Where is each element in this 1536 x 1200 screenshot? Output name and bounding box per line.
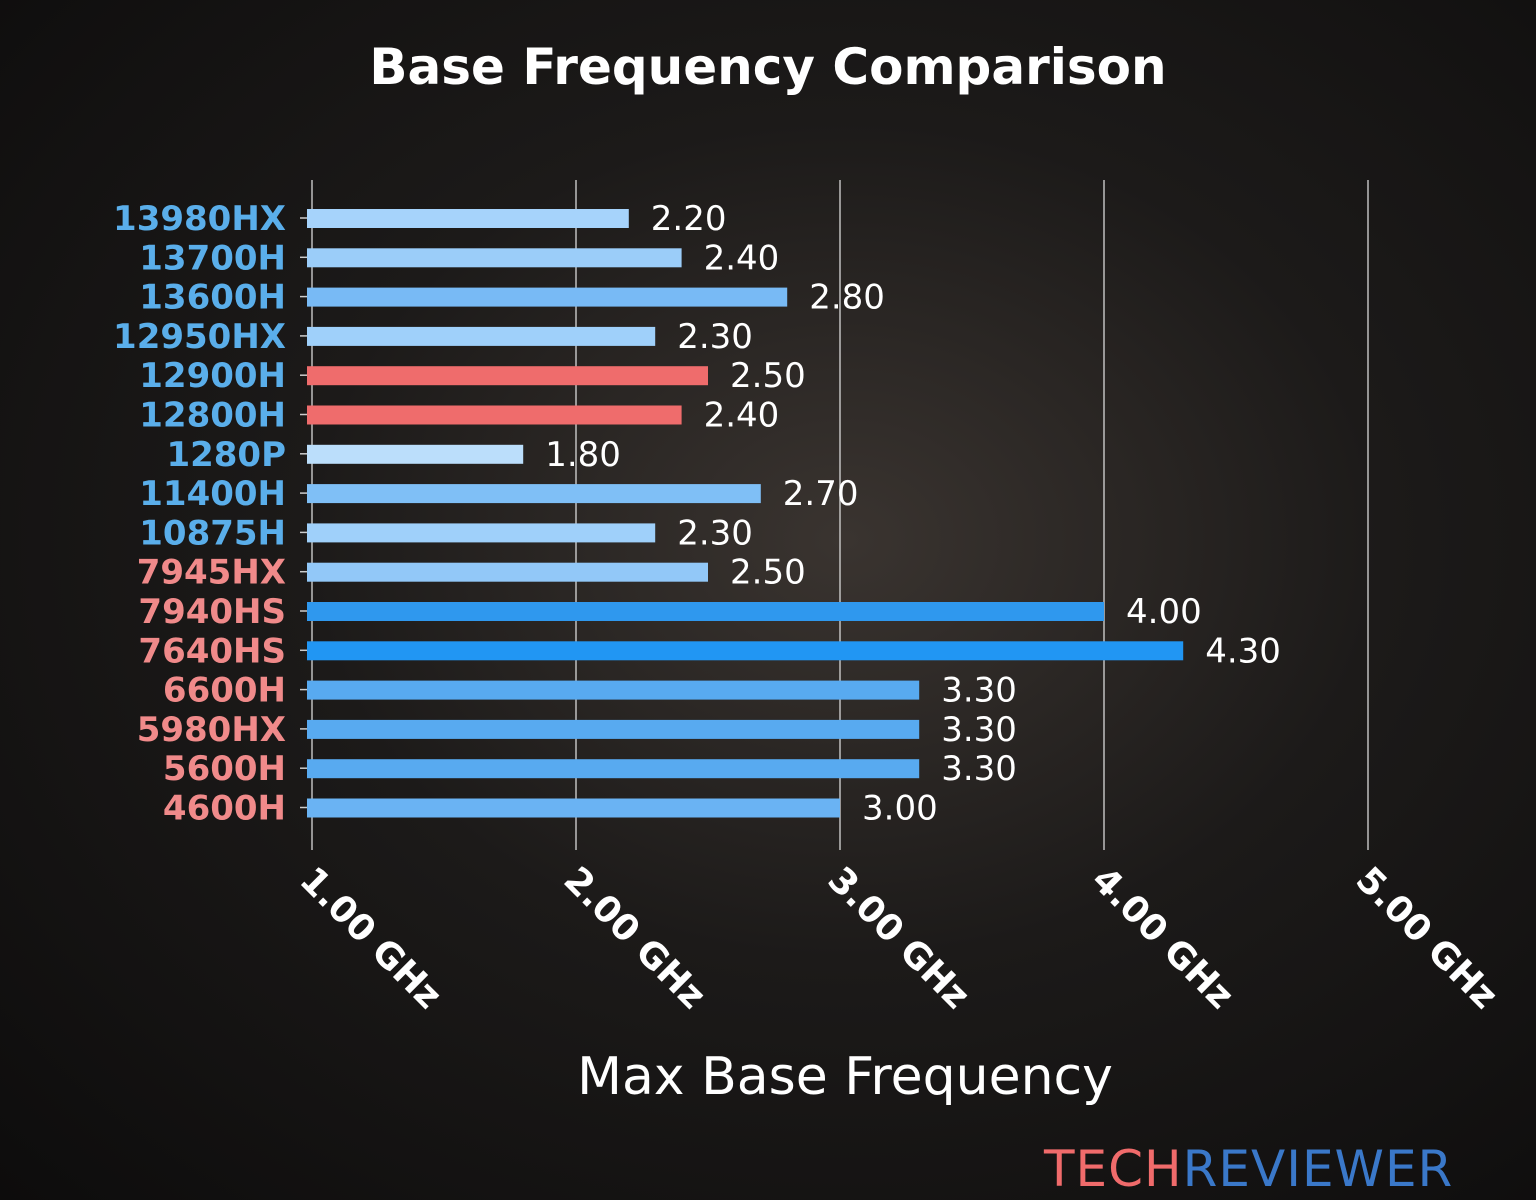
- bar: [307, 209, 629, 228]
- category-label: 12900H: [139, 356, 286, 396]
- chart-title: Base Frequency Comparison: [369, 38, 1166, 96]
- value-label: 1.80: [545, 435, 621, 475]
- value-label: 3.30: [941, 710, 1017, 750]
- bar: [307, 326, 656, 346]
- category-label: 5600H: [163, 749, 286, 789]
- value-label: 3.00: [862, 789, 938, 829]
- bar: [307, 719, 920, 739]
- bar: [307, 641, 1184, 661]
- value-label: 4.00: [1126, 592, 1202, 632]
- bar: [307, 248, 682, 268]
- bar: [307, 602, 1104, 621]
- value-label: 2.70: [783, 474, 859, 514]
- x-tick-label: 1.00 GHz: [292, 859, 450, 1017]
- bar: [307, 484, 761, 504]
- value-label: 2.20: [651, 199, 727, 239]
- category-label: 4600H: [163, 789, 286, 829]
- value-label: 2.40: [704, 238, 780, 278]
- bar: [307, 680, 920, 700]
- value-label: 4.30: [1205, 631, 1281, 671]
- x-axis-label: Max Base Frequency: [577, 1047, 1113, 1107]
- category-label: 6600H: [163, 671, 286, 711]
- x-tick-label: 4.00 GHz: [1084, 859, 1242, 1017]
- value-label: 2.50: [730, 356, 806, 396]
- value-label: 2.30: [677, 513, 753, 553]
- category-label: 7945HX: [137, 553, 286, 593]
- category-label: 13600H: [139, 278, 286, 318]
- x-tick-label: 3.00 GHz: [820, 859, 978, 1017]
- techreviewer-logo: TECHREVIEWER: [1043, 1140, 1453, 1198]
- category-label: 12950HX: [113, 317, 286, 357]
- x-tick-label: 5.00 GHz: [1348, 859, 1506, 1017]
- bar: [307, 366, 708, 386]
- value-label: 2.50: [730, 553, 806, 593]
- category-label: 11400H: [139, 474, 286, 514]
- logo-part-tech: TECH: [1043, 1140, 1183, 1198]
- bar: [307, 759, 920, 779]
- category-label: 5980HX: [137, 710, 286, 750]
- value-label: 2.80: [809, 278, 885, 318]
- bar: [307, 562, 708, 582]
- bar: [307, 405, 682, 425]
- category-label: 12800H: [139, 396, 286, 436]
- category-label: 7640HS: [138, 631, 286, 671]
- category-label: 10875H: [139, 513, 286, 553]
- value-label: 2.40: [704, 396, 780, 436]
- x-tick-label: 2.00 GHz: [556, 859, 714, 1017]
- category-label: 13700H: [139, 238, 286, 278]
- bar: [307, 444, 524, 464]
- category-label: 1280P: [166, 435, 286, 475]
- bar: [307, 798, 840, 818]
- bar: [307, 523, 656, 543]
- value-label: 3.30: [941, 671, 1017, 711]
- category-label: 7940HS: [138, 592, 286, 632]
- logo-part-reviewer: REVIEWER: [1183, 1140, 1454, 1198]
- value-label: 3.30: [941, 749, 1017, 789]
- category-label: 13980HX: [113, 199, 286, 239]
- bar: [307, 287, 788, 307]
- value-label: 2.30: [677, 317, 753, 357]
